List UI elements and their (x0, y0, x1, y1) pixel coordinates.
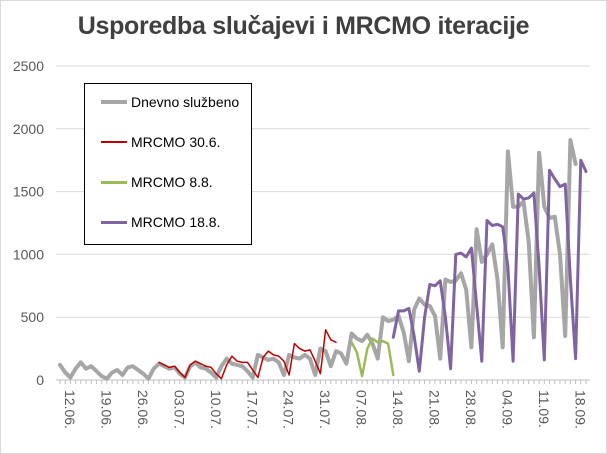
series-line-0 (58, 138, 578, 381)
series-line-3 (391, 158, 588, 373)
x-axis-tick-labels: 12.06. 19.06. 26.06. 03.07. 10.07. 17.07. 24.0… (62, 390, 588, 429)
y-axis-tick-labels: 0 500 1000 1500 2000 2500 (13, 58, 44, 388)
legend-swatch-dnevno (101, 100, 127, 104)
x-tick-label: 14.08. (390, 390, 406, 429)
x-tick-label: 10.07. (208, 390, 224, 429)
legend-label-mrcmo-18-8: MRCMO 18.8. (131, 214, 221, 230)
y-tick-label: 2500 (13, 58, 44, 74)
x-tick-label: 31.07. (317, 390, 333, 429)
x-tick-label: 26.06. (135, 390, 151, 429)
x-tick-label: 04.09. (499, 390, 515, 429)
x-tick-label: 19.06. (98, 390, 114, 429)
legend-swatch-mrcmo-30-6 (101, 141, 127, 143)
y-tick-label: 500 (21, 309, 45, 325)
legend-item-mrcmo-30-6: MRCMO 30.6. (101, 132, 220, 152)
x-tick-label: 21.08. (427, 390, 443, 429)
y-tick-label: 2000 (13, 121, 44, 137)
series-line-1 (158, 329, 337, 380)
axes (56, 379, 590, 384)
gridlines (56, 65, 590, 318)
legend-swatch-mrcmo-18-8 (101, 220, 127, 224)
x-tick-label: 11.09. (536, 390, 552, 428)
series-lines (58, 138, 588, 381)
x-tick-label: 12.06. (62, 390, 78, 429)
x-tick-label: 17.07. (244, 390, 260, 429)
legend-label-mrcmo-30-6: MRCMO 30.6. (131, 134, 221, 150)
y-tick-label: 0 (36, 372, 44, 388)
legend-item-mrcmo-8-8: MRCMO 8.8. (101, 172, 213, 192)
legend-item-mrcmo-18-8: MRCMO 18.8. (101, 212, 220, 232)
x-tick-label: 24.07. (281, 390, 297, 429)
x-tick-label: 03.07. (171, 390, 187, 429)
legend-label-mrcmo-8-8: MRCMO 8.8. (131, 174, 213, 190)
x-tick-label: 18.09. (572, 390, 588, 429)
legend-label-dnevno: Dnevno službeno (131, 94, 240, 110)
chart-title: Usporedba slučajevi i MRCMO iteracije (77, 12, 530, 40)
legend: Dnevno službeno MRCMO 30.6. MRCMO 8.8. M… (84, 83, 252, 245)
series-line-2 (350, 337, 395, 378)
y-tick-label: 1500 (13, 184, 44, 200)
x-tick-label: 07.08. (354, 390, 370, 429)
x-tick-label: 28.08. (463, 390, 479, 429)
legend-item-dnevno: Dnevno službeno (101, 92, 239, 112)
y-tick-label: 1000 (13, 246, 44, 262)
legend-swatch-mrcmo-8-8 (101, 180, 127, 184)
